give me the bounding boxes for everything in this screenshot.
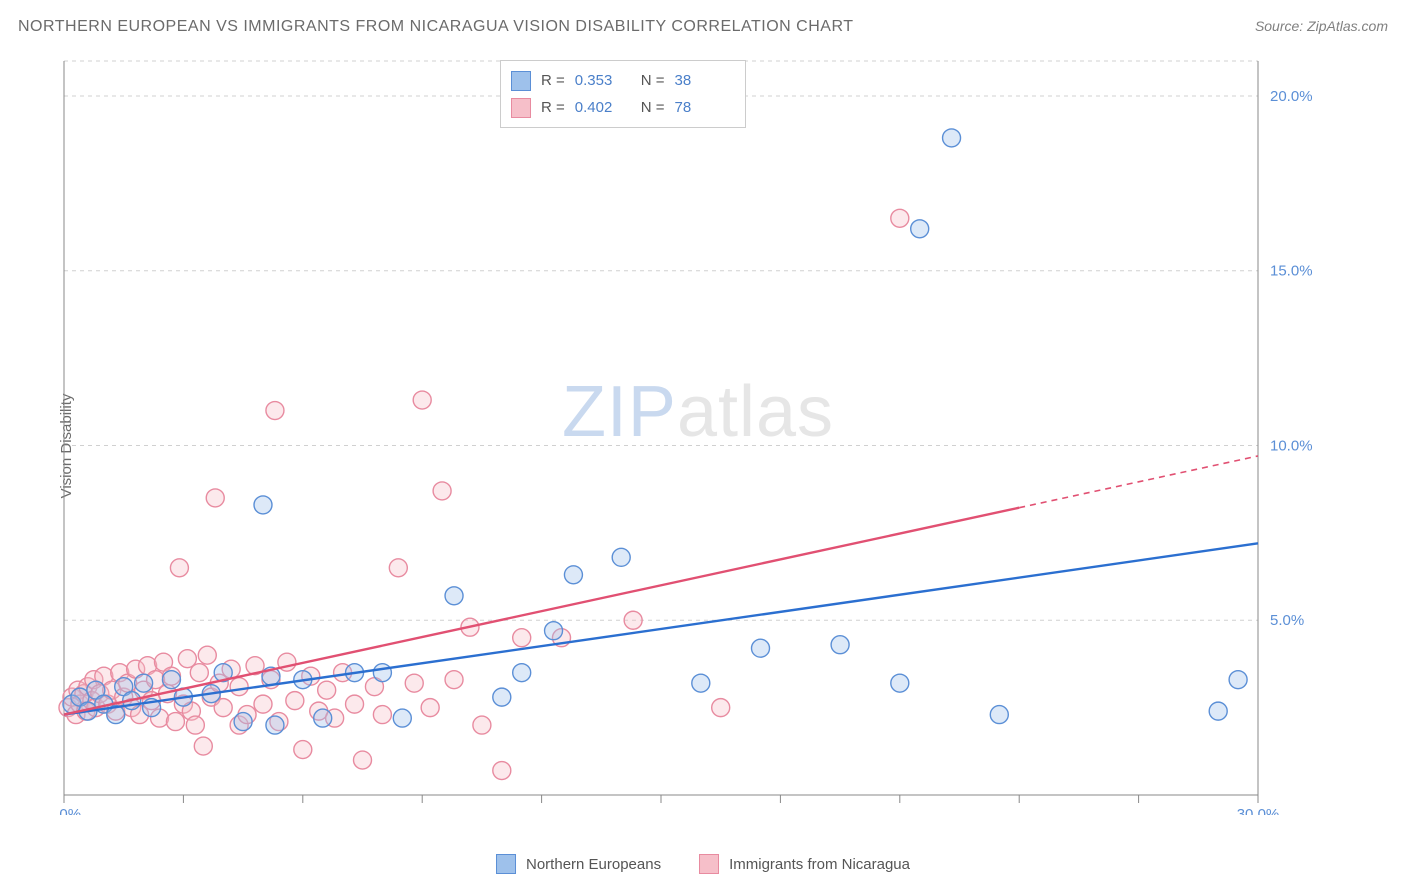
series-legend: Northern Europeans Immigrants from Nicar…	[496, 854, 910, 874]
r-value-0: 0.353	[575, 67, 631, 94]
svg-text:10.0%: 10.0%	[1270, 437, 1313, 454]
grid-lines	[64, 61, 1258, 620]
legend-item-1: Immigrants from Nicaragua	[699, 854, 910, 874]
svg-text:15.0%: 15.0%	[1270, 263, 1313, 280]
r-value-1: 0.402	[575, 94, 631, 121]
n-value-0: 38	[675, 67, 731, 94]
correlation-legend: R = 0.353 N = 38 R = 0.402 N = 78	[500, 60, 746, 128]
svg-text:0.0%: 0.0%	[58, 806, 81, 815]
n-label: N =	[641, 94, 665, 121]
swatch-icon	[699, 854, 719, 874]
regression-lines	[64, 456, 1258, 715]
svg-text:5.0%: 5.0%	[1270, 612, 1304, 629]
svg-text:20.0%: 20.0%	[1270, 88, 1313, 105]
swatch-series-1	[511, 98, 531, 118]
source-attribution: Source: ZipAtlas.com	[1255, 18, 1388, 34]
source-name: ZipAtlas.com	[1307, 18, 1388, 34]
r-label: R =	[541, 94, 565, 121]
series-1-label: Immigrants from Nicaragua	[729, 856, 910, 873]
n-value-1: 78	[675, 94, 731, 121]
chart-svg: 5.0% 10.0% 15.0% 20.0% 0.0% 30.0%	[58, 55, 1338, 815]
chart-title: NORTHERN EUROPEAN VS IMMIGRANTS FROM NIC…	[18, 18, 853, 36]
swatch-icon	[496, 854, 516, 874]
legend-row-series-1: R = 0.402 N = 78	[511, 94, 731, 121]
plot-area: 5.0%10.0%15.0%20.0%0.0%30.0% ZIPatlas	[58, 55, 1338, 815]
r-label: R =	[541, 67, 565, 94]
svg-text:30.0%: 30.0%	[1237, 806, 1280, 815]
legend-item-0: Northern Europeans	[496, 854, 661, 874]
scatter-points	[59, 129, 1247, 780]
source-label: Source:	[1255, 18, 1307, 34]
swatch-series-0	[511, 71, 531, 91]
series-0-label: Northern Europeans	[526, 856, 661, 873]
legend-row-series-0: R = 0.353 N = 38	[511, 67, 731, 94]
n-label: N =	[641, 67, 665, 94]
chart-header: NORTHERN EUROPEAN VS IMMIGRANTS FROM NIC…	[18, 18, 1388, 36]
